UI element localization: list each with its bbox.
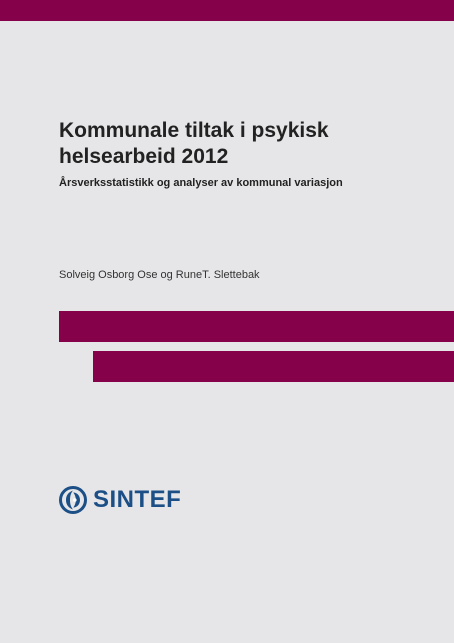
sintef-logo-icon xyxy=(59,486,87,514)
accent-band-upper xyxy=(59,311,454,342)
top-accent-bar xyxy=(0,0,454,21)
report-subtitle: Årsverksstatistikk og analyser av kommun… xyxy=(59,177,343,189)
sintef-logo: SINTEF xyxy=(59,484,181,516)
sintef-logo-text: SINTEF xyxy=(93,486,182,513)
report-title: Kommunale tiltak i psykisk helsearbeid 2… xyxy=(59,119,329,168)
report-authors: Solveig Osborg Ose og RuneT. Slettebak xyxy=(59,269,260,281)
accent-band-lower xyxy=(93,351,454,382)
